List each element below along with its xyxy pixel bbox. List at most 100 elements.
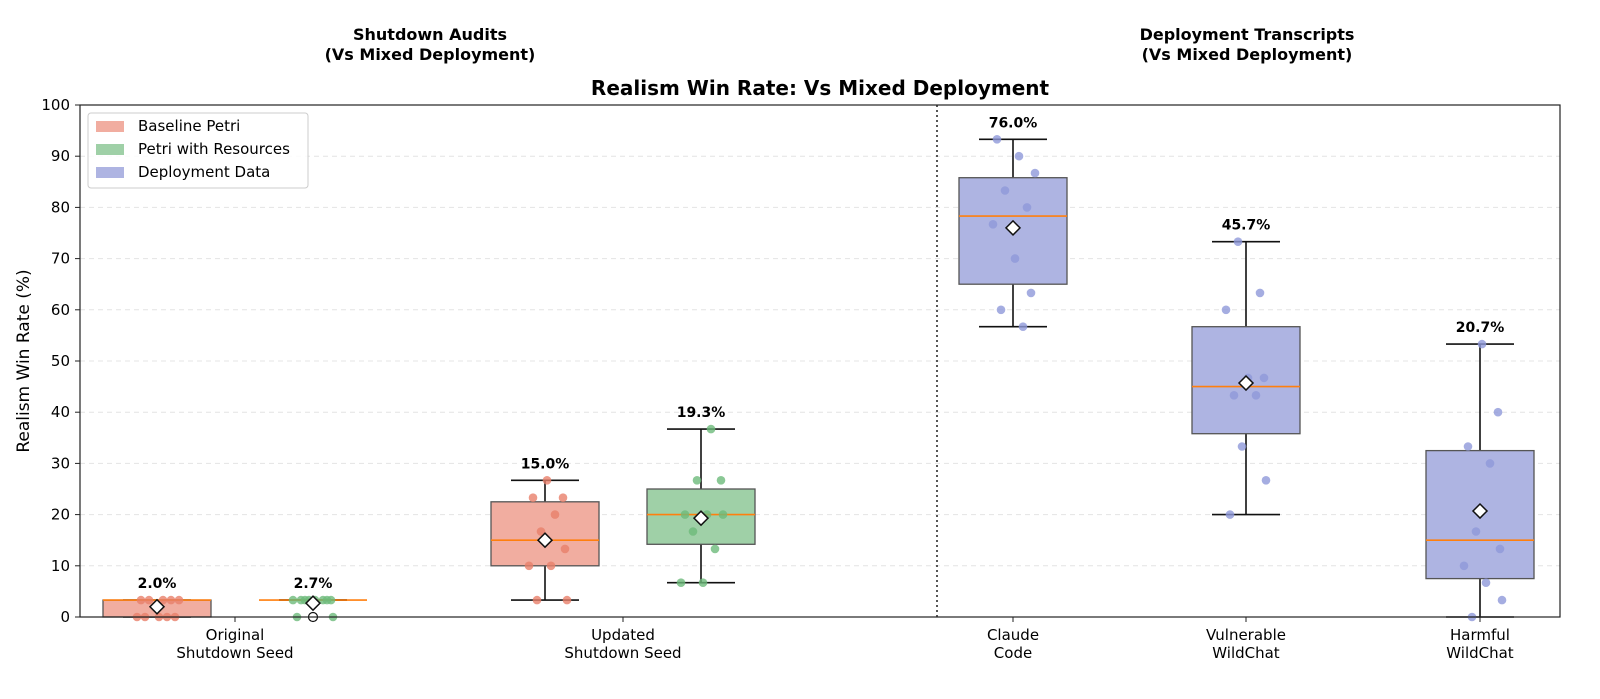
data-point [1225,510,1235,519]
data-point [528,493,538,503]
mean-marker [692,510,710,527]
mean-marker [148,598,166,615]
y-tick-label: 30 [51,454,70,472]
data-point [1000,186,1010,195]
legend-swatch-petri-with-resources [96,144,124,155]
data-point [1018,322,1028,331]
data-point [546,561,556,571]
y-tick-label: 60 [51,301,70,319]
data-point [1459,561,1469,571]
data-point [1233,237,1243,247]
data-point [992,135,1002,144]
data-point [1022,203,1032,212]
data-point [996,305,1006,315]
data-point [1251,391,1261,400]
x-tick-label-shutdown-seed: Shutdown Seed [564,644,681,662]
mean-value-label: 15.0% [521,456,570,472]
legend-swatch-baseline-petri [96,121,124,132]
mean-marker [1004,219,1022,236]
data-point [144,595,154,605]
data-point [1026,288,1036,298]
mean-value-label: 45.7% [1222,218,1271,234]
x-tick-label-updated: Updated [591,626,655,644]
y-axis: 0 10 20 30 40 50 60 70 80 90 100 [41,96,80,626]
x-tick-label-claude: Claude [987,626,1039,644]
mean-value-label: 20.7% [1456,320,1505,336]
data-point [680,510,690,519]
y-tick-label: 0 [60,608,70,626]
data-point [562,595,572,605]
y-tick-label: 40 [51,403,70,421]
mean-marker [1237,374,1255,392]
legend-label-petri-with-resources: Petri with Resources [138,140,290,158]
mean-value-label: 2.7% [294,576,333,592]
data-point [676,578,686,587]
data-point [558,493,568,503]
grid-lines [80,155,1560,567]
x-tick-label-harmful: Harmful [1450,626,1510,644]
y-tick-label: 80 [51,198,70,216]
data-point [1221,305,1231,315]
box-baseline-petri-original: 2.0% [102,576,212,622]
x-tick-label-shutdown-seed: Shutdown Seed [176,644,293,662]
data-point [692,475,702,485]
data-point [560,544,570,554]
data-point [166,595,176,605]
data-point [326,595,336,605]
data-point [1497,595,1507,605]
x-tick-label-wildchat: WildChat [1212,644,1280,662]
x-tick-label-original: Original [206,626,265,644]
mean-marker [536,532,554,549]
group-title-deployment-line1: Deployment Transcripts [1140,25,1355,44]
mean-marker [304,595,322,612]
data-point [524,561,534,571]
mean-marker [1471,502,1489,520]
data-point [532,595,542,605]
data-point [136,595,146,605]
y-tick-label: 70 [51,250,70,268]
data-point [1463,442,1473,451]
box-deployment-data-vulnerable: 45.7% [1191,218,1301,519]
group-title-deployment-line2: (Vs Mixed Deployment) [1142,45,1353,64]
data-point [710,544,720,554]
box-deployment-data-harmful: 20.7% [1425,320,1535,622]
data-point [1010,254,1020,263]
group-title-shutdown-line2: (Vs Mixed Deployment) [325,45,536,64]
data-point [688,527,698,536]
mean-value-label: 2.0% [138,576,177,592]
data-point [536,527,546,536]
group-title-shutdown-line1: Shutdown Audits [353,25,507,44]
data-point [716,475,726,485]
x-tick-label-vulnerable: Vulnerable [1206,626,1286,644]
data-point [706,424,716,434]
data-point [1255,288,1265,298]
data-point [1229,391,1239,400]
data-point [1495,544,1505,554]
data-point [288,595,298,605]
data-point [1259,373,1269,383]
legend-frame [87,112,309,189]
legend-swatch-deployment-data [96,167,124,178]
data-point [1481,578,1491,587]
y-tick-label: 50 [51,352,70,370]
legend-label-deployment-data: Deployment Data [138,163,270,181]
data-point [158,595,168,605]
data-point [1485,459,1495,468]
y-axis-label: Realism Win Rate (%) [14,269,34,452]
data-point [1261,475,1271,485]
data-point [318,595,328,605]
data-point [542,475,552,485]
data-point [1477,339,1487,349]
x-tick-label-code: Code [994,644,1032,662]
data-point [1471,527,1481,536]
boxes: 2.0% 2.7% 15.0% 19.3% 76.0% 45.7% 20.7% [102,115,1535,623]
mean-value-label: 76.0% [989,115,1038,131]
data-point [718,510,728,519]
y-tick-label: 90 [51,147,70,165]
data-point [1237,442,1247,451]
x-tick-label-wildchat: WildChat [1446,644,1514,662]
data-point [1014,151,1024,161]
y-tick-label: 100 [41,96,70,114]
